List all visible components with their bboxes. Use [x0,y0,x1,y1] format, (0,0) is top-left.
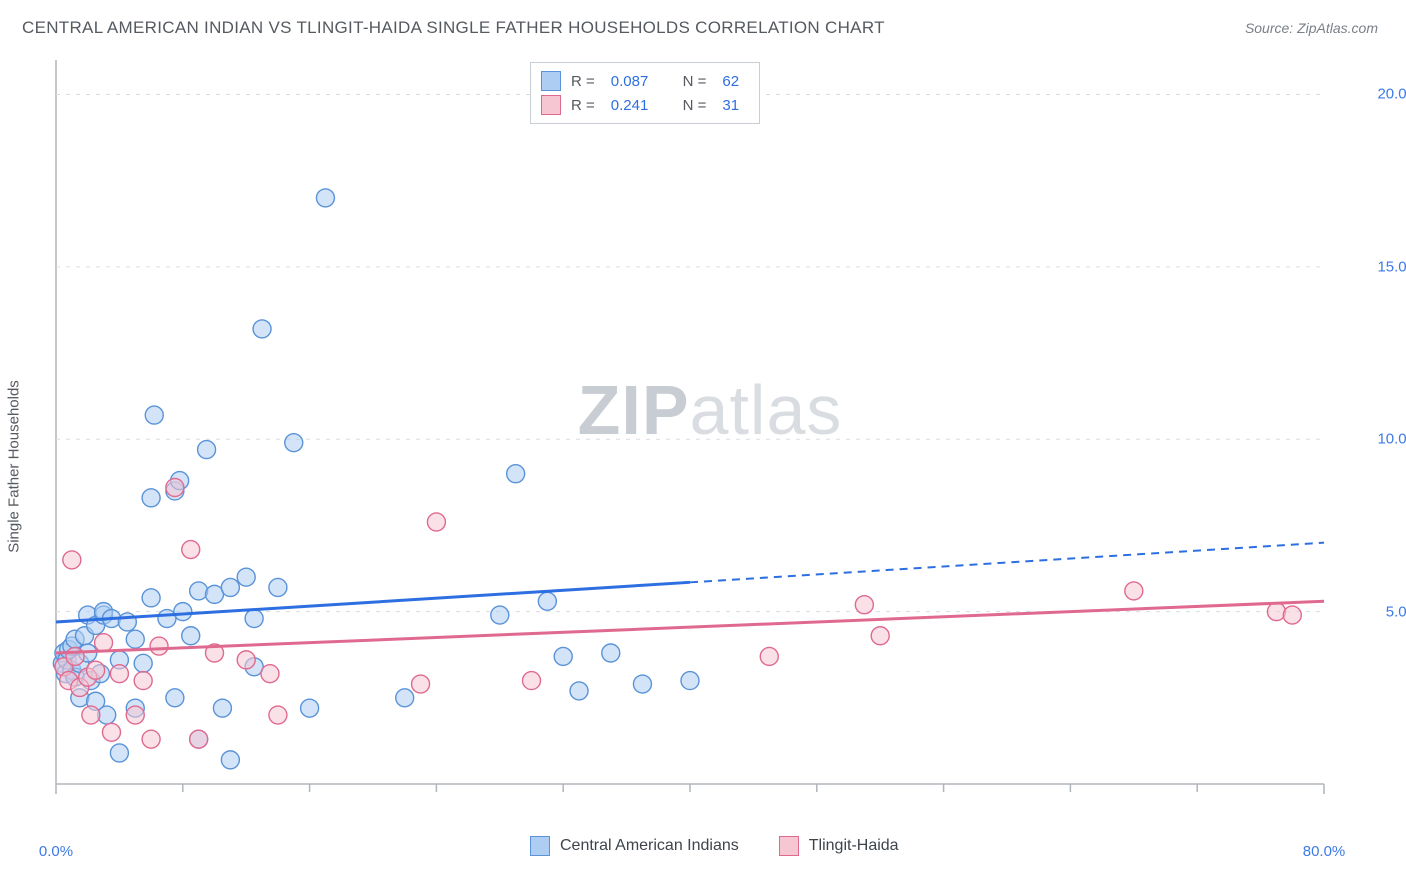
series-label: Tlingit-Haida [809,837,899,855]
n-value: 31 [722,97,739,114]
n-value: 62 [722,73,739,90]
series-label: Central American Indians [560,837,739,855]
plot-area: Single Father Households ZIPatlas R =0.0… [50,58,1370,858]
stats-legend: R = 0.087 N = 62 R = 0.241 N = 31 [530,62,760,124]
r-label: R = [571,73,595,90]
legend-swatch [541,71,561,91]
n-label: N = [683,73,707,90]
legend-swatch [530,836,550,856]
title-bar: CENTRAL AMERICAN INDIAN VS TLINGIT-HAIDA… [0,0,1406,46]
stats-row: R = 0.241 N = 31 [541,93,745,117]
series-legend-item: Tlingit-Haida [779,836,899,856]
n-label: N = [683,97,707,114]
x-tick-label: 0.0% [39,843,73,860]
y-tick-label: 15.0% [1377,258,1406,275]
x-tick-label: 80.0% [1303,843,1346,860]
series-legend: Central American Indians Tlingit-Haida [530,836,899,856]
y-axis-label: Single Father Households [6,380,23,553]
series-legend-item: Central American Indians [530,836,739,856]
source-attribution: Source: ZipAtlas.com [1245,20,1378,36]
r-label: R = [571,97,595,114]
r-value: 0.241 [611,97,649,114]
y-tick-label: 5.0% [1386,603,1406,620]
r-value: 0.087 [611,73,649,90]
legend-swatch [541,95,561,115]
y-tick-label: 10.0% [1377,431,1406,448]
chart-title: CENTRAL AMERICAN INDIAN VS TLINGIT-HAIDA… [22,18,885,38]
legend-swatch [779,836,799,856]
y-tick-label: 20.0% [1377,86,1406,103]
stats-row: R = 0.087 N = 62 [541,69,745,93]
scatter-plot-svg [50,58,1330,818]
